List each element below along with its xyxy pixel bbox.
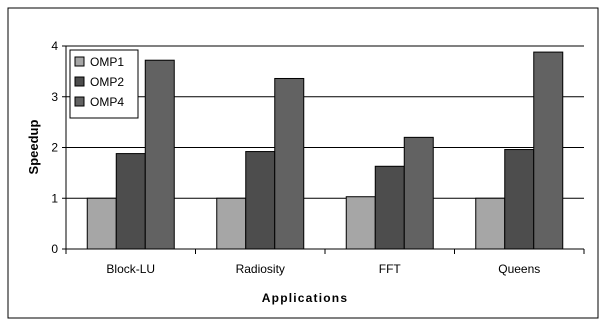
y-tick-label: 4 — [51, 39, 58, 53]
bar-omp2-block-lu — [115, 153, 146, 250]
legend-label-omp4: OMP4 — [90, 95, 124, 109]
y-tick-label: 2 — [51, 141, 58, 155]
bar-omp4-queens — [533, 51, 564, 250]
y-tick-label: 0 — [51, 242, 58, 256]
legend: OMP1 OMP2 OMP4 — [69, 49, 139, 119]
tick-labels: 0 1 2 3 4 Block-LU Radiosity FFT Queens — [51, 39, 540, 276]
bars — [86, 51, 564, 250]
axes — [62, 45, 585, 254]
legend-label-omp2: OMP2 — [90, 75, 124, 89]
bar-omp1-radiosity — [216, 197, 247, 250]
y-tick-label: 1 — [51, 191, 58, 205]
bar-omp4-block-lu — [144, 59, 175, 250]
x-tick-label: Radiosity — [236, 262, 285, 276]
bar-omp1-fft — [345, 196, 376, 250]
x-axis-title: Applications — [262, 291, 348, 305]
legend-swatch-omp2 — [74, 76, 85, 87]
x-tick-label: FFT — [379, 262, 402, 276]
bar-omp1-queens — [475, 197, 506, 250]
bar-omp2-radiosity — [245, 151, 276, 250]
bar-omp2-queens — [504, 149, 535, 250]
legend-swatch-omp1 — [74, 56, 85, 67]
x-tick-label: Queens — [498, 262, 540, 276]
bar-omp4-radiosity — [274, 77, 305, 250]
y-axis-title: Speedup — [26, 119, 41, 174]
bar-omp1-block-lu — [86, 197, 117, 250]
legend-label-omp1: OMP1 — [90, 55, 124, 69]
bar-omp4-fft — [403, 136, 434, 250]
bar-omp2-fft — [374, 165, 405, 250]
x-tick-label: Block-LU — [106, 262, 155, 276]
y-tick-label: 3 — [51, 90, 58, 104]
legend-swatch-omp4 — [74, 96, 85, 107]
